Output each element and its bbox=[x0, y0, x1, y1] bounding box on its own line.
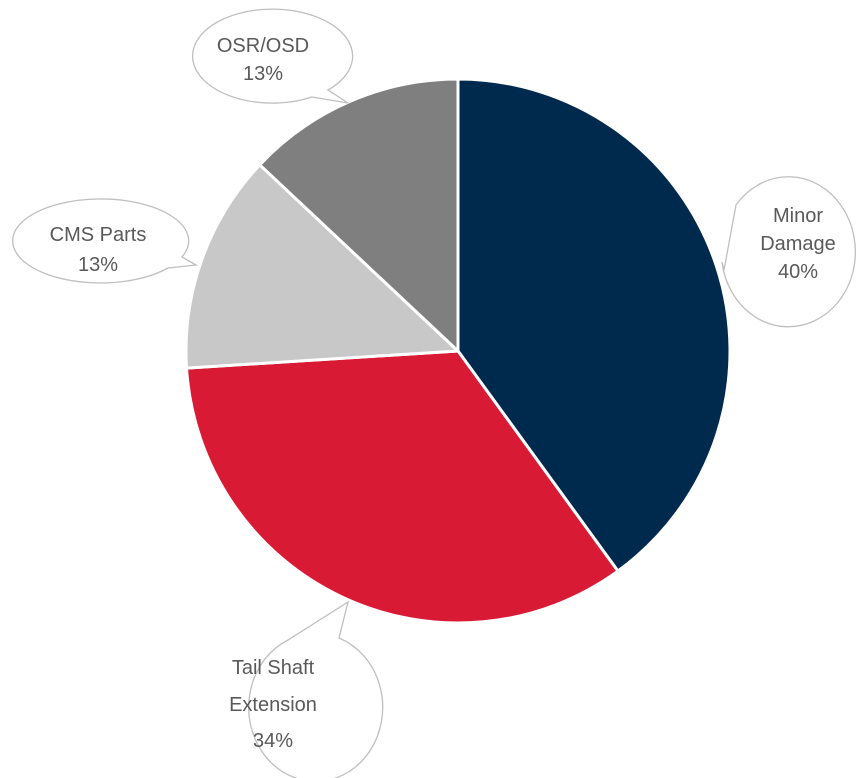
callout-bubble-cms-parts bbox=[12, 198, 199, 284]
pie-slices bbox=[184, 77, 732, 625]
data-label-minor-damage-name-line2: Damage bbox=[760, 233, 836, 255]
data-label-tail-shaft-extension-value: 34% bbox=[253, 730, 293, 752]
data-label-callouts: Minor Damage 40% Tail Shaft Extension 34… bbox=[12, 8, 856, 778]
data-label-tail-shaft-extension-name-line1: Tail Shaft bbox=[232, 657, 315, 679]
callout-bubble-osr-osd bbox=[192, 8, 354, 104]
callout-tail-shaft-extension: Tail Shaft Extension 34% bbox=[229, 600, 384, 778]
data-label-osr-osd-name: OSR/OSD bbox=[217, 35, 309, 57]
pie-slice-tail-shaft-extension bbox=[185, 349, 620, 625]
data-label-cms-parts-value: 13% bbox=[78, 254, 118, 276]
callout-cms-parts: CMS Parts 13% bbox=[12, 198, 199, 284]
callout-bubble-minor-damage bbox=[721, 176, 856, 328]
callout-minor-damage: Minor Damage 40% bbox=[721, 176, 856, 328]
pie-slice-minor-damage bbox=[456, 77, 732, 573]
data-label-minor-damage-name-line1: Minor bbox=[773, 205, 823, 227]
pie-slice-osr-osd bbox=[258, 77, 460, 353]
callout-osr-osd: OSR/OSD 13% bbox=[192, 8, 354, 104]
pie-slice-cms-parts bbox=[184, 163, 460, 370]
data-label-tail-shaft-extension-name-line2: Extension bbox=[229, 694, 317, 716]
callout-bubble-tail-shaft-extension bbox=[248, 600, 384, 778]
data-label-osr-osd-value: 13% bbox=[243, 63, 283, 85]
data-label-cms-parts-name: CMS Parts bbox=[50, 224, 147, 246]
data-label-minor-damage-value: 40% bbox=[778, 261, 818, 283]
